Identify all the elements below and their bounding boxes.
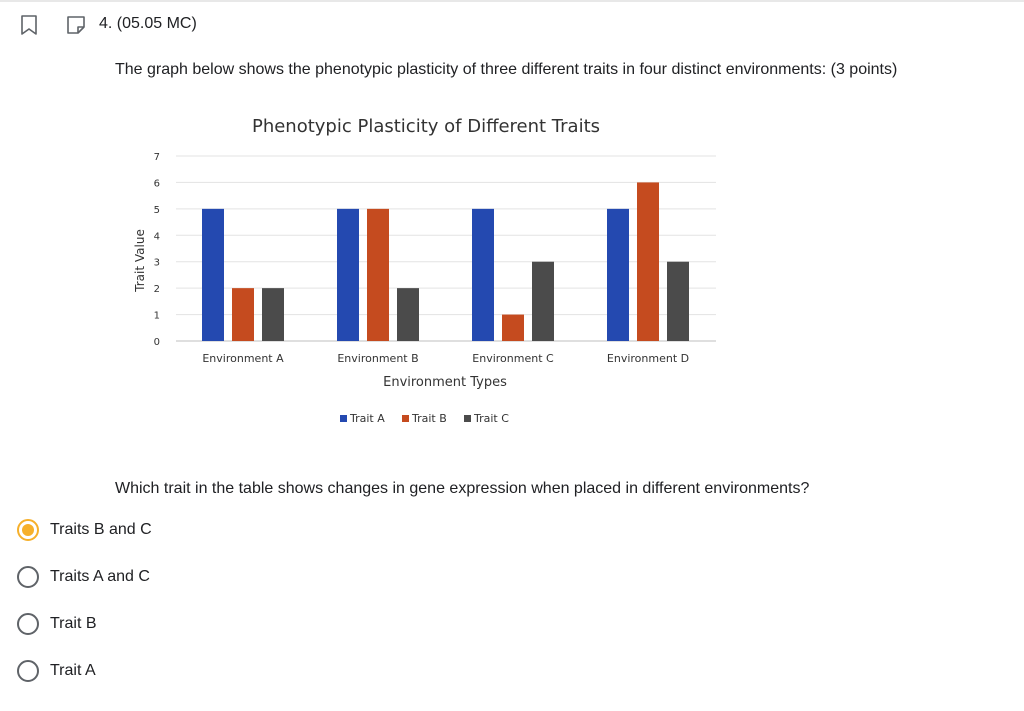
bar-trait-b bbox=[502, 314, 524, 341]
y-tick-label: 5 bbox=[154, 205, 160, 216]
x-axis-label: Environment Types bbox=[383, 375, 507, 390]
bar-trait-c bbox=[262, 288, 284, 341]
y-tick-label: 6 bbox=[154, 178, 160, 189]
radio-button[interactable] bbox=[17, 660, 39, 682]
answer-option-2[interactable]: Traits A and C bbox=[17, 564, 150, 590]
answer-option-4[interactable]: Trait A bbox=[17, 658, 96, 684]
question-ask: Which trait in the table shows changes i… bbox=[115, 480, 810, 497]
y-tick-label: 2 bbox=[154, 284, 160, 295]
top-divider bbox=[0, 0, 1024, 2]
question-number: 4. (05.05 MC) bbox=[99, 15, 197, 32]
bar-trait-b bbox=[232, 288, 254, 341]
bar-trait-c bbox=[667, 261, 689, 341]
y-tick-label: 3 bbox=[154, 258, 160, 269]
option-label: Trait B bbox=[50, 615, 97, 632]
chart-container: Phenotypic Plasticity of Different Trait… bbox=[120, 104, 730, 444]
question-prompt: The graph below shows the phenotypic pla… bbox=[115, 61, 898, 78]
option-label: Trait A bbox=[50, 662, 96, 679]
bar-trait-b bbox=[367, 208, 389, 341]
radio-button[interactable] bbox=[17, 613, 39, 635]
option-label: Traits A and C bbox=[50, 568, 150, 585]
bar-trait-a bbox=[337, 208, 359, 341]
answer-option-3[interactable]: Trait B bbox=[17, 611, 97, 637]
radio-button[interactable] bbox=[17, 566, 39, 588]
bar-trait-c bbox=[532, 261, 554, 341]
legend-label: Trait C bbox=[473, 412, 509, 425]
y-axis-label: Trait Value bbox=[133, 229, 147, 293]
x-tick-label: Environment D bbox=[607, 352, 689, 365]
legend-swatch bbox=[402, 415, 409, 422]
y-tick-label: 4 bbox=[154, 231, 160, 242]
y-tick-label: 0 bbox=[154, 337, 160, 348]
answer-option-1[interactable]: Traits B and C bbox=[17, 517, 152, 543]
legend-label: Trait A bbox=[349, 412, 385, 425]
bar-trait-b bbox=[637, 182, 659, 341]
bar-trait-a bbox=[472, 208, 494, 341]
bar-trait-c bbox=[397, 288, 419, 341]
bar-trait-a bbox=[202, 208, 224, 341]
legend-swatch bbox=[464, 415, 471, 422]
bookmark-icon[interactable] bbox=[20, 15, 38, 35]
y-tick-label: 7 bbox=[154, 152, 160, 163]
legend-swatch bbox=[340, 415, 347, 422]
flag-icon[interactable] bbox=[66, 15, 86, 35]
legend-label: Trait B bbox=[411, 412, 447, 425]
y-tick-label: 1 bbox=[154, 311, 160, 322]
bar-trait-a bbox=[607, 208, 629, 341]
x-tick-label: Environment A bbox=[202, 352, 284, 365]
x-tick-label: Environment C bbox=[472, 352, 554, 365]
radio-button[interactable] bbox=[17, 519, 39, 541]
option-label: Traits B and C bbox=[50, 521, 152, 538]
bar-chart: Phenotypic Plasticity of Different Trait… bbox=[133, 116, 716, 425]
x-tick-label: Environment B bbox=[337, 352, 418, 365]
chart-title: Phenotypic Plasticity of Different Trait… bbox=[252, 116, 600, 137]
